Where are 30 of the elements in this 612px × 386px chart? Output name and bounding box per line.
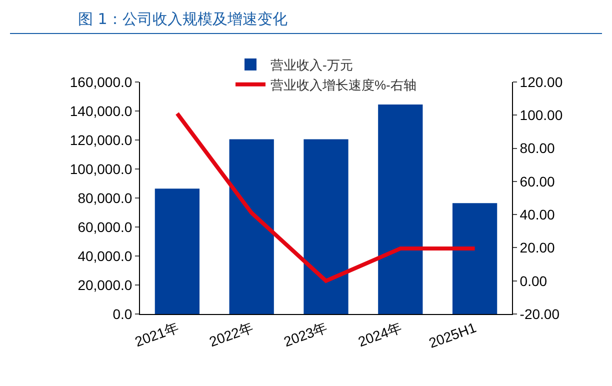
y-tick-label: 100,000.0 xyxy=(70,160,132,177)
y-tick-label: 20,000.0 xyxy=(78,276,132,293)
y-tick-label: 60,000.0 xyxy=(78,218,132,235)
bar xyxy=(154,188,200,314)
y2-tick-label: -20.00 xyxy=(520,306,560,322)
y-tick-label: 80,000.0 xyxy=(78,190,132,206)
y-tick-label: 140,000.0 xyxy=(70,102,132,119)
y2-tick-label: 80.00 xyxy=(520,140,556,156)
x-tick-label: 2023年 xyxy=(282,319,330,350)
bar xyxy=(304,139,348,314)
x-tick-label: 2021年 xyxy=(132,319,181,350)
x-tick-label: 2024年 xyxy=(356,319,404,350)
x-tick-label: 2022年 xyxy=(207,319,256,350)
y-tick-label: 120,000.0 xyxy=(70,132,132,148)
legend-label: 营业收入-万元 xyxy=(270,58,353,73)
y2-tick-label: 0.00 xyxy=(520,272,548,289)
chart-title: 图 1：公司收入规模及增速变化 xyxy=(10,0,602,34)
y2-tick-label: 40.00 xyxy=(520,206,556,222)
y2-tick-label: 100.00 xyxy=(520,107,563,124)
bar xyxy=(229,139,274,314)
y-tick-label: 160,000.0 xyxy=(70,74,132,90)
line-series xyxy=(175,111,477,283)
y-tick-label: 40,000.0 xyxy=(78,248,132,264)
y-tick-label: 0.0 xyxy=(112,306,132,322)
y2-tick-label: 60.00 xyxy=(520,173,556,190)
bar xyxy=(452,203,498,314)
bar xyxy=(378,104,423,314)
legend-label: 营业收入增长速度%-右轴 xyxy=(270,77,416,92)
y2-tick-label: 120.00 xyxy=(520,74,563,90)
y2-tick-label: 20.00 xyxy=(520,240,556,256)
